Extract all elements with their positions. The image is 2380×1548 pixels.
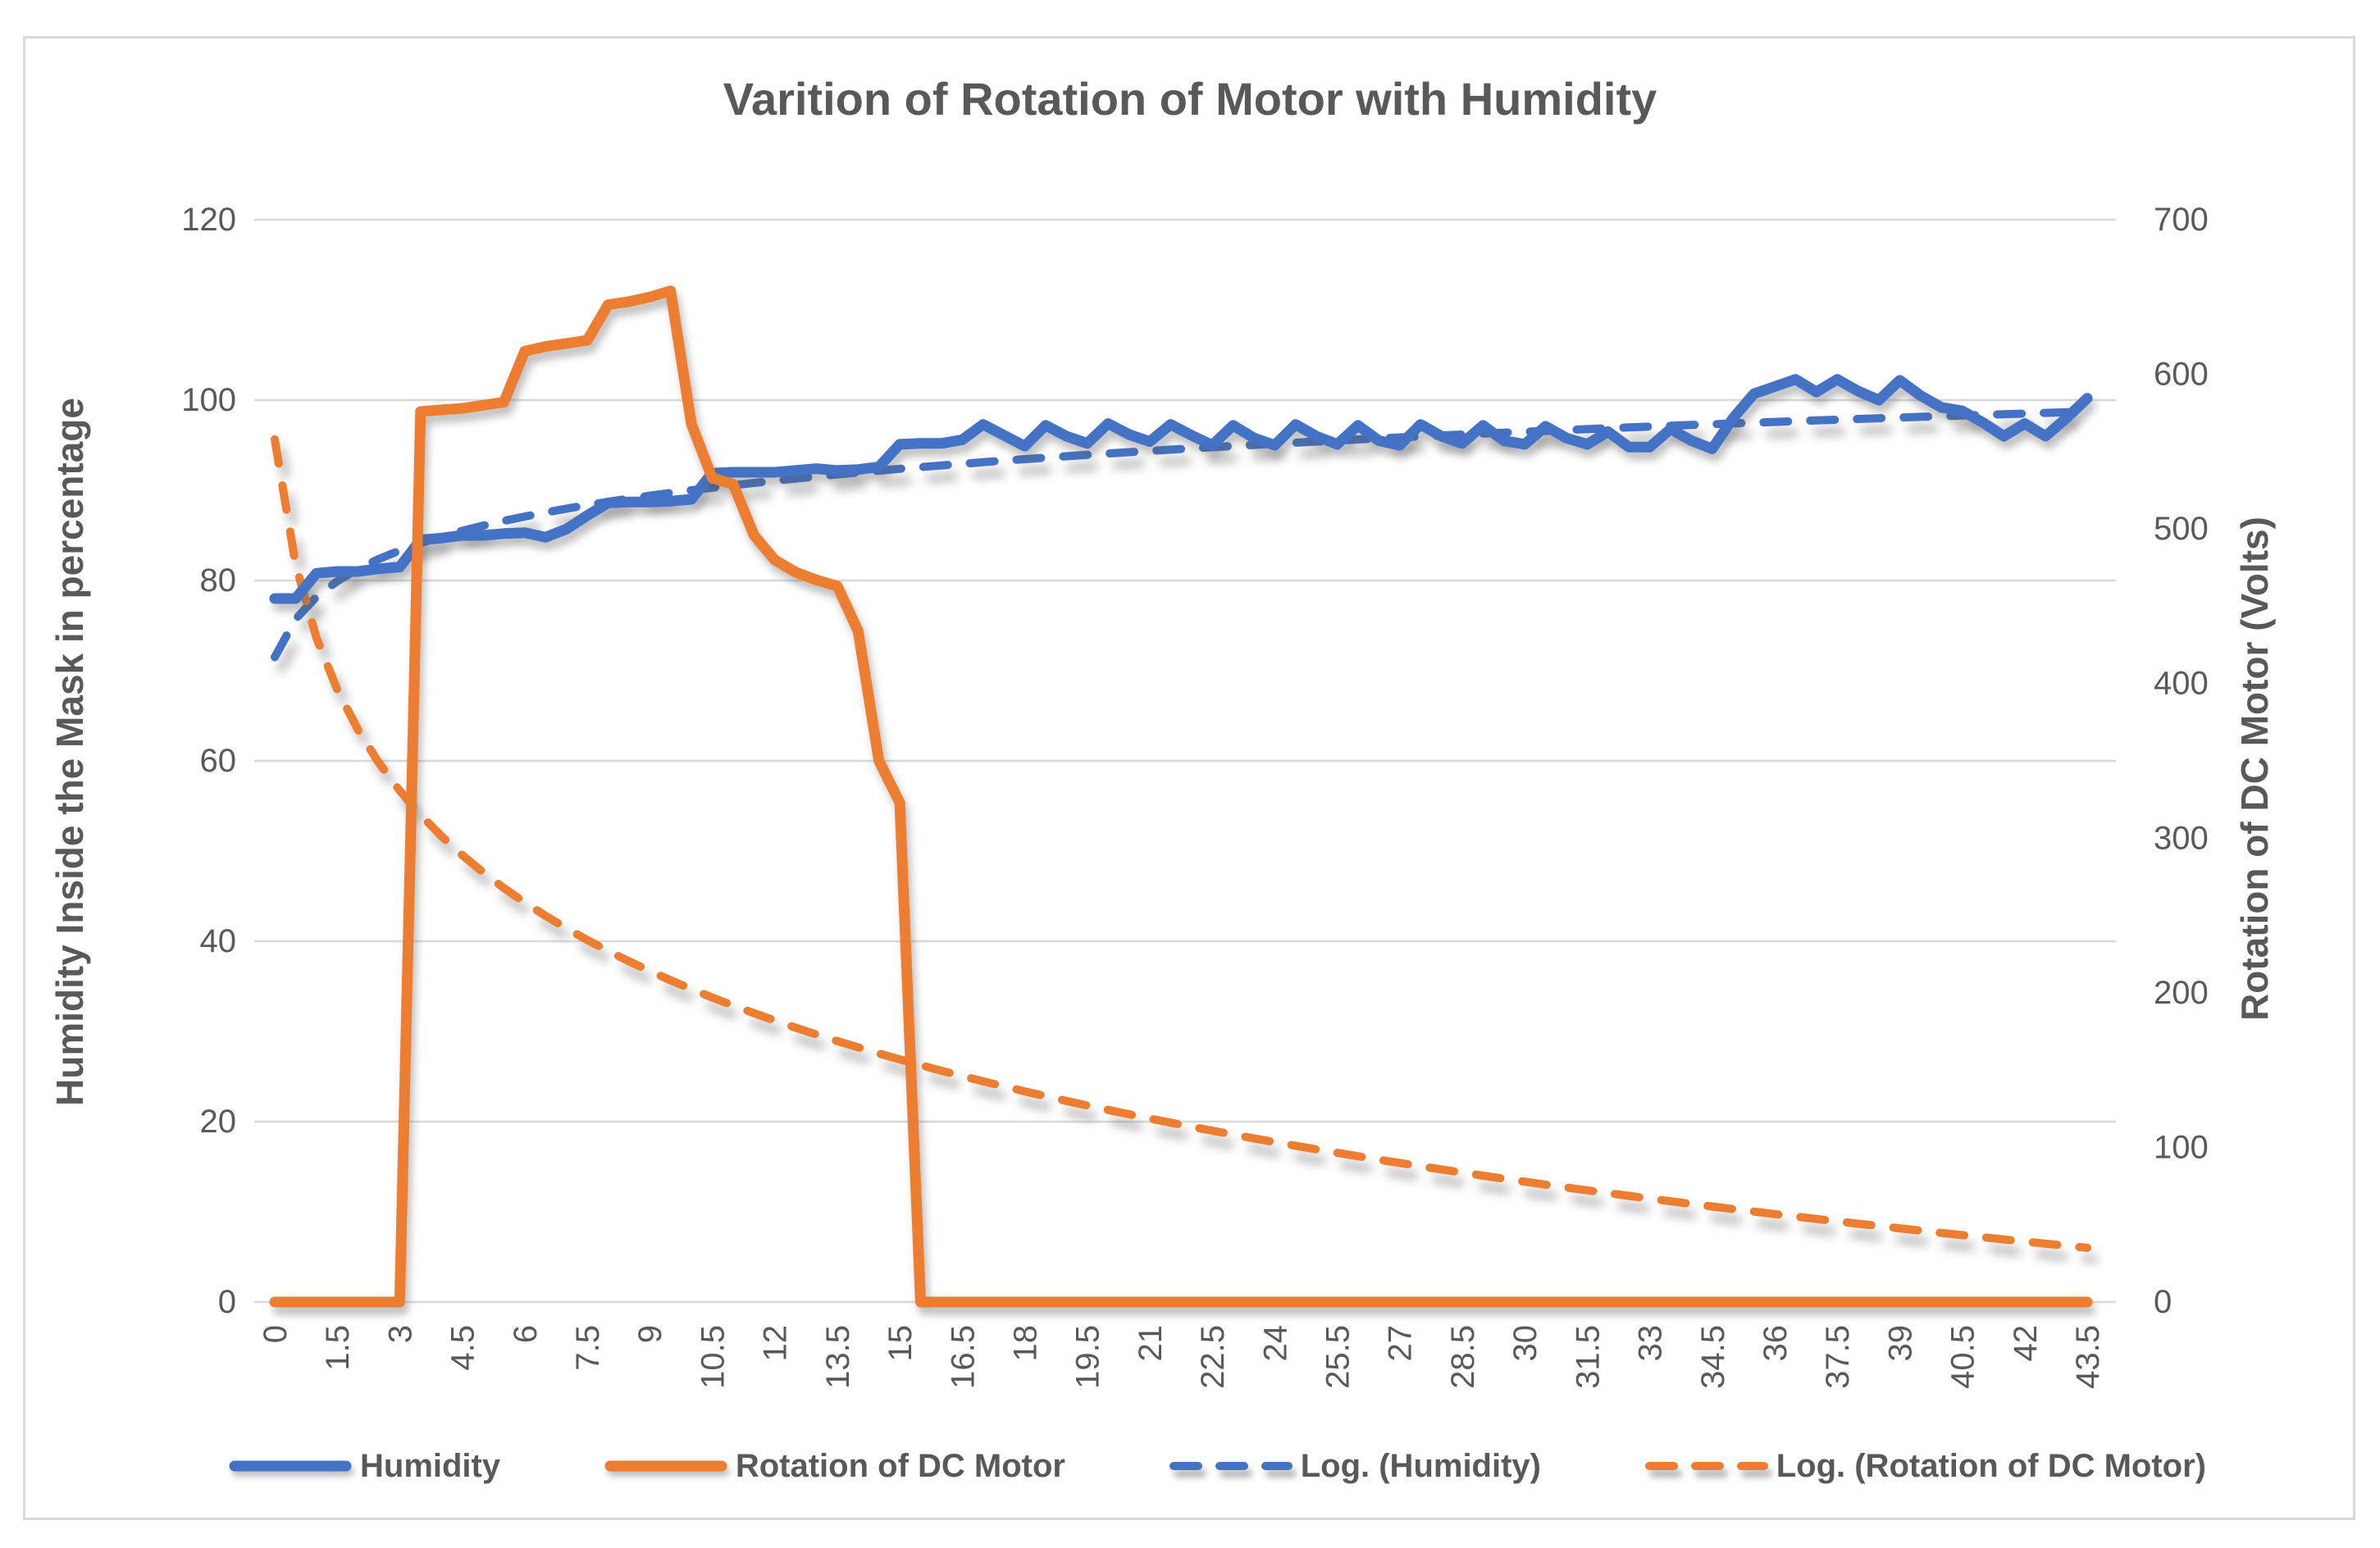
x-axis-tick-label: 42 [2008, 1325, 2044, 1362]
legend-entry-humidity: Humidity [228, 1448, 500, 1485]
x-axis-tick-label: 43.5 [2070, 1325, 2106, 1389]
left-axis-tick-label: 20 [200, 1104, 237, 1140]
x-axis-tick-label: 24 [1257, 1325, 1293, 1362]
left-axis-tick-label: 0 [218, 1284, 236, 1320]
left-axis-tick-label: 40 [200, 923, 237, 959]
log-rotation-legend-key-icon [1644, 1462, 1768, 1470]
legend-entry-rotation: Rotation of DC Motor [604, 1448, 1065, 1485]
humidity-trendline [271, 407, 2091, 662]
right-axis-tick-label: 200 [2154, 975, 2209, 1011]
x-axis-tick-label: 4.5 [445, 1325, 481, 1371]
x-axis-tick-label: 36 [1758, 1325, 1794, 1362]
left-axis-tick-label: 100 [181, 382, 236, 418]
legend-label: Log. (Humidity) [1300, 1447, 1541, 1484]
x-axis-tick-label: 25.5 [1320, 1325, 1356, 1389]
rotation-line [269, 285, 2093, 1308]
legend-entry-log-rotation: Log. (Rotation of DC Motor) [1644, 1448, 2206, 1485]
x-axis-tick-label: 39 [1882, 1325, 1918, 1362]
x-axis-tick-label: 13.5 [820, 1325, 856, 1389]
right-axis-tick-label: 600 [2154, 357, 2209, 393]
left-axis-tick-label: 60 [200, 743, 237, 779]
right-axis-tick-label: 700 [2154, 202, 2209, 238]
humidity-legend-key-icon [229, 1460, 352, 1472]
right-axis-tick-label: 300 [2154, 820, 2209, 856]
x-axis-tick-label: 16.5 [945, 1325, 981, 1389]
x-axis-tick-label: 19.5 [1070, 1325, 1106, 1389]
x-axis-tick-label: 40.5 [1945, 1325, 1981, 1389]
rotation-trendline [271, 435, 2091, 1252]
x-axis-tick-label: 9 [632, 1325, 668, 1343]
legend: Humidity Rotation of DC Motor Log. (Humi… [228, 1441, 2206, 1491]
x-axis-tick-label: 0 [258, 1325, 294, 1343]
x-axis-tick-label: 22.5 [1195, 1325, 1231, 1389]
legend-label: Humidity [360, 1447, 501, 1484]
x-axis-tick-label: 33 [1633, 1325, 1669, 1362]
right-axis-tick-label: 0 [2154, 1284, 2172, 1320]
left-axis-tick-label: 120 [181, 202, 236, 238]
rotation-legend-key-icon [604, 1460, 727, 1472]
legend-entry-log-humidity: Log. (Humidity) [1169, 1448, 1541, 1485]
x-axis-tick-label: 21 [1133, 1325, 1169, 1362]
x-axis-tick-label: 12 [758, 1325, 794, 1362]
x-axis-tick-label: 18 [1007, 1325, 1043, 1362]
x-axis-tick-label: 34.5 [1695, 1325, 1731, 1389]
x-axis-tick-label: 10.5 [695, 1325, 731, 1389]
x-axis-tick-label: 6 [508, 1325, 544, 1343]
x-axis-tick-label: 27 [1383, 1325, 1419, 1362]
right-axis-tick-label: 400 [2154, 666, 2209, 702]
legend-label: Rotation of DC Motor [735, 1447, 1065, 1484]
legend-label: Log. (Rotation of DC Motor) [1776, 1447, 2206, 1484]
x-axis-tick-label: 15 [882, 1325, 919, 1362]
left-axis-tick-label: 80 [200, 562, 237, 599]
chart-title: Varition of Rotation of Motor with Humid… [723, 73, 1657, 125]
x-axis-tick-label: 7.5 [570, 1325, 606, 1371]
x-axis-tick-label: 28.5 [1445, 1325, 1481, 1389]
right-axis-tick-label: 100 [2154, 1129, 2209, 1165]
x-axis-tick-label: 30 [1507, 1325, 1543, 1362]
humidity-line [269, 374, 2093, 604]
right-axis-tick-label: 500 [2154, 511, 2209, 547]
x-axis-tick-label: 37.5 [1820, 1325, 1856, 1389]
x-axis-tick-label: 31.5 [1570, 1325, 1606, 1389]
x-axis-tick-label: 3 [382, 1325, 418, 1343]
x-axis-tick-label: 1.5 [320, 1325, 356, 1371]
log-humidity-legend-key-icon [1169, 1462, 1293, 1470]
